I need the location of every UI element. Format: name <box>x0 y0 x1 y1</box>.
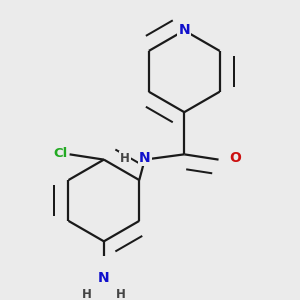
Text: H: H <box>120 152 130 165</box>
Text: Cl: Cl <box>53 146 68 160</box>
Text: N: N <box>98 271 110 285</box>
Text: H: H <box>116 288 126 300</box>
Text: H: H <box>82 288 92 300</box>
Text: N: N <box>139 151 151 165</box>
Text: N: N <box>178 23 190 38</box>
Text: O: O <box>230 151 242 165</box>
